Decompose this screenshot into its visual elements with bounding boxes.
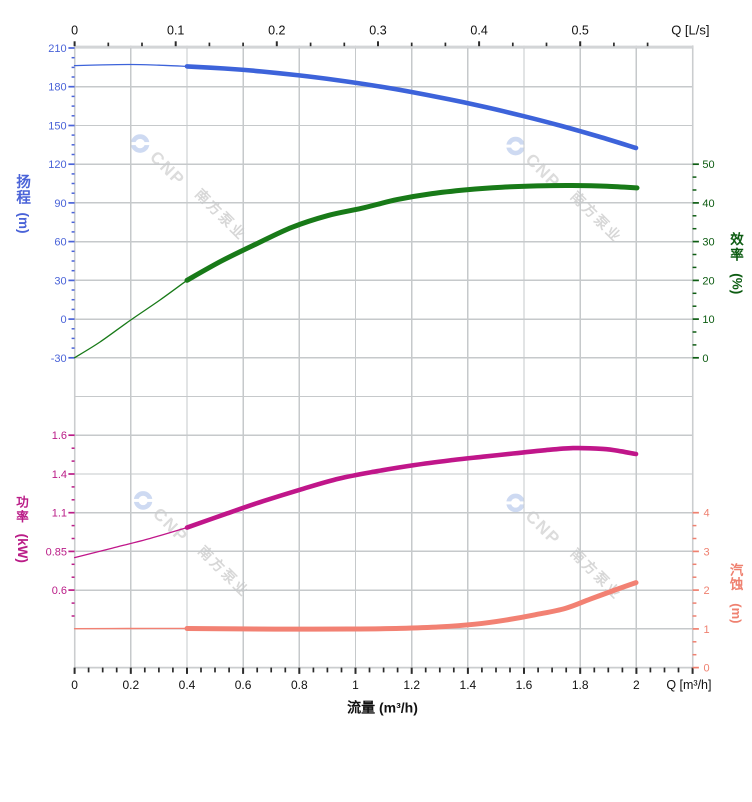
svg-text:90: 90 (54, 198, 66, 210)
svg-text:0.5: 0.5 (572, 23, 589, 37)
svg-text:2: 2 (633, 678, 640, 692)
svg-text:(%): (%) (730, 273, 745, 294)
svg-text:率: 率 (730, 247, 744, 263)
svg-text:50: 50 (702, 159, 714, 171)
svg-text:1.1: 1.1 (52, 508, 67, 520)
svg-text:(m): (m) (16, 213, 31, 234)
svg-text:0: 0 (71, 678, 78, 692)
svg-text:0.8: 0.8 (291, 678, 308, 692)
svg-text:流量 (m³/h): 流量 (m³/h) (347, 699, 418, 715)
svg-text:2: 2 (704, 585, 710, 597)
svg-text:0.2: 0.2 (268, 23, 285, 37)
svg-text:1.4: 1.4 (52, 469, 67, 481)
svg-text:1.6: 1.6 (516, 678, 533, 692)
svg-text:210: 210 (48, 43, 66, 55)
svg-text:1: 1 (352, 678, 359, 692)
svg-text:Q [L/s]: Q [L/s] (671, 22, 709, 37)
svg-text:0.4: 0.4 (179, 678, 196, 692)
svg-text:0.6: 0.6 (52, 585, 67, 597)
svg-text:180: 180 (48, 82, 66, 94)
svg-text:1.2: 1.2 (403, 678, 420, 692)
svg-text:1.6: 1.6 (52, 430, 67, 442)
svg-text:0.1: 0.1 (167, 23, 184, 37)
svg-text:120: 120 (48, 159, 66, 171)
svg-text:0: 0 (60, 314, 66, 326)
svg-text:0: 0 (702, 353, 708, 365)
svg-text:-30: -30 (51, 353, 67, 365)
svg-text:0.2: 0.2 (122, 678, 139, 692)
svg-text:1.8: 1.8 (572, 678, 589, 692)
svg-text:0.6: 0.6 (235, 678, 252, 692)
svg-text:0: 0 (704, 663, 710, 675)
svg-text:3: 3 (704, 546, 710, 558)
svg-text:(m): (m) (729, 603, 744, 623)
svg-text:60: 60 (54, 237, 66, 249)
svg-text:扬: 扬 (16, 173, 31, 191)
svg-text:10: 10 (702, 314, 714, 326)
svg-text:4: 4 (704, 508, 710, 520)
svg-text:效: 效 (730, 231, 744, 247)
svg-text:蚀: 蚀 (729, 576, 744, 592)
svg-text:0.4: 0.4 (470, 23, 487, 37)
svg-text:0.3: 0.3 (369, 23, 386, 37)
svg-text:率: 率 (16, 509, 29, 524)
svg-text:1: 1 (704, 624, 710, 636)
svg-text:Q [m³/h]: Q [m³/h] (666, 678, 711, 692)
svg-text:30: 30 (54, 275, 66, 287)
svg-text:40: 40 (702, 198, 714, 210)
svg-text:(kW): (kW) (15, 534, 30, 563)
svg-text:程: 程 (16, 189, 31, 206)
svg-text:30: 30 (702, 237, 714, 249)
svg-text:功: 功 (16, 495, 29, 510)
svg-text:20: 20 (702, 275, 714, 287)
svg-text:150: 150 (48, 120, 66, 132)
svg-text:汽: 汽 (730, 562, 744, 578)
svg-text:1.4: 1.4 (460, 678, 477, 692)
svg-text:0: 0 (71, 23, 78, 37)
svg-text:0.85: 0.85 (46, 546, 67, 558)
